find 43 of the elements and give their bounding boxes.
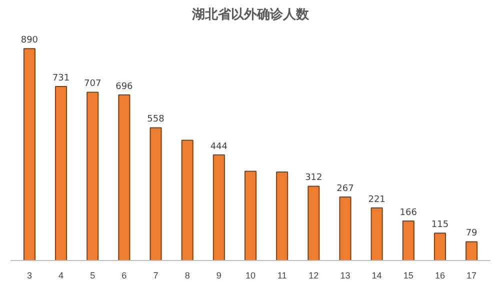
bar (308, 186, 320, 260)
x-tick-label: 6 (122, 270, 127, 280)
data-label: 696 (116, 82, 134, 92)
x-tick-label: 13 (340, 270, 350, 280)
data-label: 267 (336, 184, 354, 194)
bar (244, 170, 257, 260)
data-label: 731 (52, 74, 70, 84)
x-tick-label: 16 (434, 270, 445, 280)
bar (212, 154, 225, 260)
data-label: 444 (210, 142, 228, 152)
data-label: 707 (84, 79, 102, 90)
x-tick-label: 4 (58, 270, 64, 280)
x-tick-label: 17 (466, 270, 477, 280)
x-tick-label: 15 (403, 270, 414, 280)
x-tick-label: 11 (277, 270, 287, 280)
data-label: 115 (431, 220, 449, 230)
bar (23, 48, 36, 260)
bar (339, 196, 352, 260)
x-tick-label: 8 (184, 270, 190, 280)
bar (466, 241, 478, 260)
bar (434, 232, 446, 260)
bar (86, 92, 99, 260)
x-tick-label: 5 (90, 270, 96, 280)
data-label: 166 (400, 208, 418, 218)
bar (118, 94, 130, 260)
x-tick-label: 14 (372, 270, 382, 280)
bar (55, 86, 68, 260)
x-tick-label: 12 (308, 270, 319, 280)
data-label: 312 (305, 173, 322, 184)
chart-title: 湖北省以外确诊人数 (191, 8, 310, 22)
x-tick-label: 9 (216, 270, 222, 280)
x-tick-label: 10 (245, 270, 256, 280)
bar (402, 220, 414, 260)
x-tick-label: 3 (26, 270, 32, 280)
bar (150, 127, 162, 260)
bar (370, 207, 383, 260)
x-tick-label: 7 (153, 270, 158, 280)
data-label: 890 (20, 36, 38, 46)
data-label: 558 (147, 114, 165, 125)
bar (276, 171, 288, 260)
data-label: 221 (368, 194, 386, 205)
bar (181, 140, 194, 260)
data-label: 79 (466, 228, 478, 239)
